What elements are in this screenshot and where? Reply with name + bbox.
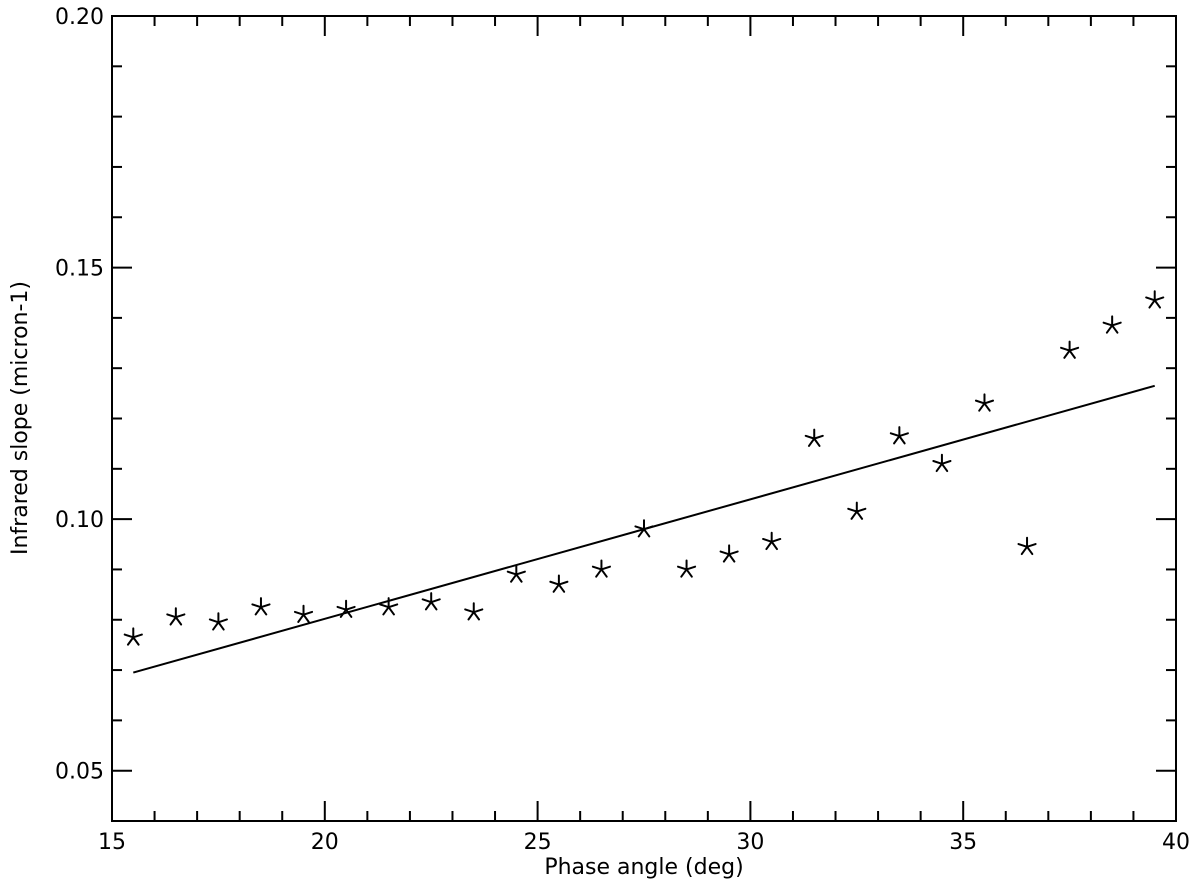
y-tick-label: 0.15	[55, 257, 104, 282]
data-point-star	[847, 501, 867, 520]
data-point-star	[208, 612, 228, 631]
x-tick-label: 35	[949, 830, 977, 855]
data-point-star	[932, 453, 952, 473]
y-tick-label: 0.10	[55, 508, 104, 533]
data-point-star	[974, 393, 995, 412]
data-point-star	[464, 602, 484, 621]
data-point-star	[379, 597, 399, 616]
axis-ticks	[111, 15, 1177, 821]
data-point-star	[804, 428, 824, 447]
data-point-star	[421, 592, 441, 611]
data-point-star	[1145, 290, 1165, 309]
x-tick-label: 30	[736, 830, 764, 855]
data-point-star	[1017, 536, 1037, 556]
data-point-star	[719, 544, 739, 563]
data-point-star	[634, 519, 654, 538]
tick-labels: 15 20 25 30 35 40 0.05 0.10 0.15 0.20	[55, 5, 1190, 855]
data-point-star	[889, 426, 909, 445]
data-point-star	[506, 564, 526, 583]
data-point-star	[336, 599, 356, 618]
x-tick-label: 15	[98, 830, 126, 855]
x-axis-label: Phase angle (deg)	[544, 855, 743, 880]
data-point-star	[293, 604, 314, 623]
data-point-star	[1102, 315, 1122, 334]
x-tick-label: 20	[311, 830, 339, 855]
data-points	[123, 290, 1165, 646]
data-point-star	[677, 559, 697, 578]
data-point-star	[762, 531, 782, 551]
y-tick-label: 0.20	[55, 5, 104, 30]
data-point-star	[549, 574, 569, 593]
data-point-star	[251, 597, 271, 616]
y-tick-label: 0.05	[55, 760, 104, 785]
plot-frame	[111, 15, 1177, 822]
data-point-star	[166, 607, 186, 626]
data-point-star	[123, 627, 143, 646]
data-point-star	[591, 559, 611, 578]
x-tick-label: 40	[1162, 830, 1190, 855]
data-point-star	[1060, 340, 1080, 359]
y-axis-label: Infrared slope (micron-1)	[8, 281, 33, 555]
x-tick-label: 25	[524, 830, 552, 855]
